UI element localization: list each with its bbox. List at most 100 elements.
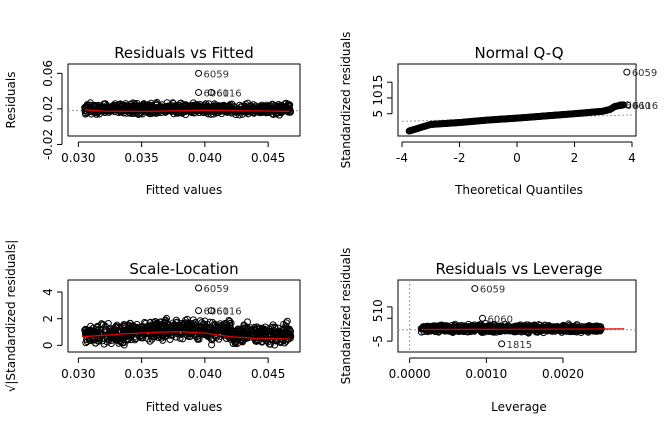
data-point bbox=[241, 322, 249, 330]
data-point bbox=[146, 337, 154, 345]
y-tick-label: 0.02 bbox=[41, 96, 55, 123]
y-tick-label: 0.06 bbox=[41, 60, 55, 87]
data-point bbox=[164, 320, 172, 328]
x-tick-label: -4 bbox=[396, 151, 408, 165]
data-point bbox=[213, 322, 221, 330]
outlier-point bbox=[207, 307, 215, 315]
data-point bbox=[189, 316, 197, 324]
outlier-label: 6059 bbox=[480, 285, 505, 296]
outlier-point bbox=[195, 307, 203, 315]
data-points: 6059 6060 1815 bbox=[417, 285, 605, 351]
outlier-point bbox=[624, 101, 632, 109]
x-tick-label: -2 bbox=[454, 151, 466, 165]
plot-frame bbox=[397, 279, 637, 353]
data-point bbox=[205, 100, 213, 108]
data-point bbox=[175, 330, 183, 338]
x-axis: 0.030 0.035 0.040 0.045 bbox=[61, 141, 285, 165]
data-point bbox=[240, 321, 248, 329]
y-tick-label: 15 bbox=[371, 75, 385, 90]
outlier-label: 6060 bbox=[626, 101, 651, 112]
data-point bbox=[158, 334, 166, 342]
data-point bbox=[163, 324, 171, 332]
data-point bbox=[211, 108, 219, 116]
data-point bbox=[120, 339, 128, 347]
data-point bbox=[521, 324, 529, 332]
outlier-point bbox=[195, 88, 203, 96]
data-point bbox=[503, 323, 511, 331]
data-point bbox=[92, 103, 100, 111]
data-point bbox=[220, 107, 228, 115]
data-point bbox=[168, 102, 176, 110]
x-tick-label: 0 bbox=[513, 151, 521, 165]
data-point bbox=[236, 101, 244, 109]
data-point bbox=[91, 330, 99, 338]
outlier-label: 6060 bbox=[204, 307, 229, 318]
data-point bbox=[107, 103, 115, 111]
y-tick-label: -0.02 bbox=[41, 129, 55, 160]
data-point bbox=[543, 327, 551, 335]
y-tick-label: 0 bbox=[41, 342, 55, 350]
x-tick-label: 0.0020 bbox=[542, 367, 584, 381]
data-point bbox=[225, 102, 233, 110]
outlier-point bbox=[207, 88, 215, 96]
panel-title: Residuals vs Leverage bbox=[436, 260, 603, 278]
data-point bbox=[273, 328, 281, 336]
data-point bbox=[146, 319, 154, 327]
outlier-point bbox=[195, 284, 203, 292]
data-point bbox=[282, 319, 290, 327]
data-point bbox=[166, 335, 174, 343]
x-axis: -4 -2 0 2 4 bbox=[396, 141, 636, 165]
x-tick-label: 0.0010 bbox=[465, 367, 507, 381]
data-point bbox=[192, 105, 200, 113]
outlier-point bbox=[195, 69, 203, 77]
data-point bbox=[100, 340, 108, 348]
outlier-label: 6116 bbox=[633, 101, 658, 112]
x-tick-label: 0.040 bbox=[188, 367, 222, 381]
data-point bbox=[211, 332, 219, 340]
data-point bbox=[148, 105, 156, 113]
outlier-label: 1815 bbox=[507, 340, 532, 351]
panel-title: Normal Q-Q bbox=[474, 44, 563, 62]
data-point bbox=[120, 106, 128, 114]
data-point bbox=[250, 105, 258, 113]
data-point bbox=[263, 101, 271, 109]
data-point bbox=[157, 327, 165, 335]
data-point bbox=[619, 101, 627, 109]
smooth-line bbox=[82, 331, 290, 340]
data-point bbox=[118, 102, 126, 110]
x-axis-label: Fitted values bbox=[146, 183, 223, 197]
data-point bbox=[128, 108, 136, 116]
data-point bbox=[121, 321, 129, 329]
y-axis-label: Standardized residuals bbox=[339, 248, 353, 385]
residuals-vs-leverage-panel: Residuals vs Leverage Leverage Standardi… bbox=[339, 248, 637, 414]
data-point bbox=[249, 326, 257, 334]
data-point bbox=[112, 322, 120, 330]
data-point bbox=[247, 106, 255, 114]
outlier-point bbox=[471, 285, 479, 293]
x-tick-label: 2 bbox=[571, 151, 579, 165]
data-point bbox=[81, 104, 89, 112]
x-tick-label: 0.035 bbox=[124, 151, 158, 165]
outlier-point bbox=[617, 101, 624, 109]
data-point bbox=[433, 324, 441, 332]
data-point bbox=[270, 333, 278, 341]
x-tick-label: 4 bbox=[628, 151, 636, 165]
x-tick-label: 0.035 bbox=[124, 367, 158, 381]
outlier-label: 6060 bbox=[204, 88, 229, 99]
smooth-line bbox=[421, 328, 625, 331]
y-tick-label: 2 bbox=[41, 315, 55, 323]
data-point bbox=[596, 326, 604, 334]
data-point bbox=[592, 327, 600, 335]
residuals-vs-fitted-panel: Residuals vs Fitted Fitted values Residu… bbox=[4, 44, 301, 197]
data-point bbox=[197, 105, 205, 113]
outlier-point bbox=[623, 68, 631, 76]
scale-location-panel: Scale-Location Fitted values √|Standardi… bbox=[4, 240, 301, 414]
outlier-label: 6059 bbox=[632, 68, 657, 79]
data-point bbox=[492, 327, 500, 335]
data-point bbox=[184, 329, 192, 337]
data-point bbox=[170, 322, 178, 330]
y-axis: 0 2 4 bbox=[41, 288, 63, 350]
x-tick-label: 0.040 bbox=[188, 151, 222, 165]
data-point bbox=[152, 99, 160, 107]
data-point bbox=[490, 326, 498, 334]
